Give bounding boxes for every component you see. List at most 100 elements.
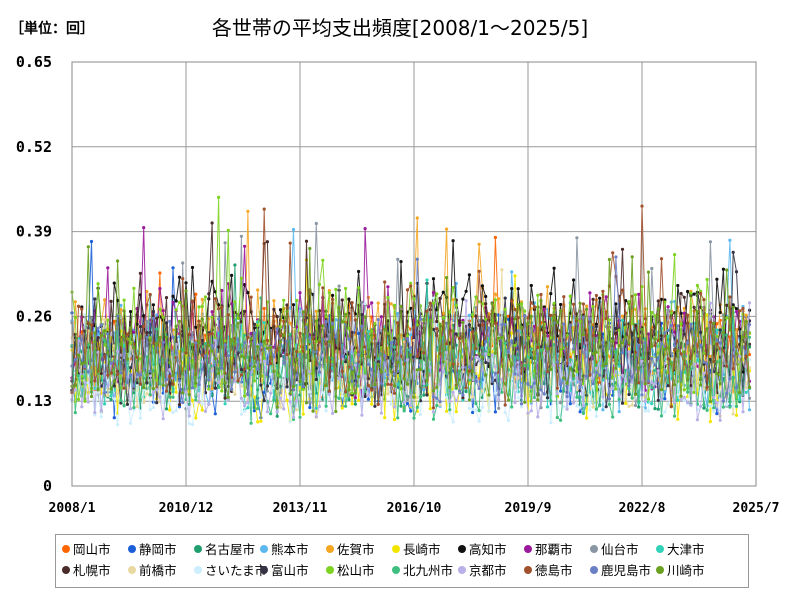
data-point [190,398,195,402]
data-point [435,319,439,324]
data-point [181,277,185,281]
data-point [458,389,462,393]
data-point [669,323,673,327]
data-point [145,320,149,324]
data-point [151,341,155,345]
data-point [363,227,367,231]
data-point [715,342,719,346]
data-point [585,374,589,378]
data-point [344,360,348,364]
data-point [207,387,211,391]
data-point [275,414,279,418]
data-point [689,384,693,388]
data-point [637,399,641,404]
data-point [158,335,162,340]
data-point [350,402,354,406]
data-point [396,416,400,420]
data-point [689,362,693,366]
data-point [633,293,638,297]
data-point [220,305,224,309]
data-point [581,411,586,415]
data-point [295,298,299,303]
data-point [666,357,670,361]
data-point [334,409,338,414]
data-point [392,405,397,409]
data-point [708,420,713,424]
data-point [194,292,198,296]
data-point [174,308,178,312]
data-point [399,345,403,349]
data-point [298,331,302,335]
data-point [575,376,579,380]
data-point [383,280,387,284]
data-point [695,359,700,363]
data-point [519,402,524,406]
data-point [116,423,120,427]
data-point [132,286,136,290]
data-point [392,391,397,395]
data-point [184,281,188,285]
data-point [269,412,273,416]
data-point [340,320,344,324]
data-point [360,354,364,358]
data-point [344,312,348,316]
data-point [565,361,569,366]
data-point [357,286,361,290]
x-tick-label: 2025/7 [733,501,780,516]
data-point [145,355,149,359]
data-point [197,340,201,345]
data-point [650,266,654,271]
data-point [572,374,576,378]
data-point [161,315,165,319]
data-point [581,333,586,337]
data-point [392,336,397,340]
data-point [324,315,328,319]
data-point [510,331,514,335]
data-point [314,309,318,313]
data-point [370,333,374,337]
data-point [233,263,237,267]
data-point [679,352,683,356]
data-point [76,353,81,357]
data-point [578,410,582,414]
data-point [480,368,484,372]
data-point [695,354,700,358]
data-point [321,391,325,395]
data-point [366,393,370,398]
data-point [246,400,250,404]
data-point [549,367,553,372]
data-point [731,303,735,307]
x-tick-label: 2013/11 [273,501,328,516]
data-point [278,375,283,379]
data-point [474,408,478,412]
data-point [477,409,481,413]
data-point [542,371,546,375]
data-point [708,404,713,408]
legend-label: 岡山市 [73,542,111,557]
data-point [568,367,572,371]
data-point [181,347,185,351]
data-point [155,316,159,320]
data-point [578,395,582,399]
data-point [392,384,397,388]
data-point [549,421,553,425]
data-point [471,350,475,354]
data-point [269,372,273,376]
data-point [233,342,237,346]
data-point [712,359,716,364]
legend-label: 松山市 [337,563,375,578]
data-point [578,405,582,409]
data-point [363,334,367,338]
data-point [285,398,289,402]
data-point [151,309,155,314]
data-point [552,363,556,367]
data-point [233,300,237,304]
data-point [116,392,120,396]
data-point [252,379,256,383]
data-point [715,277,719,281]
data-point [497,398,501,402]
data-point [708,301,713,305]
data-point [555,320,559,324]
data-point [200,304,204,308]
data-point [272,314,276,318]
